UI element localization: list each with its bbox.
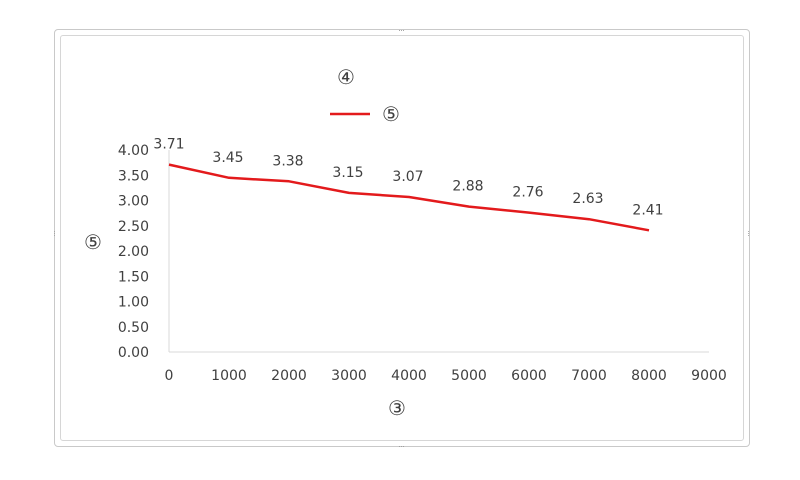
chart-area-border <box>60 35 744 441</box>
y-tick-label: 2.00 <box>118 244 149 260</box>
data-label: 3.07 <box>392 169 423 185</box>
resize-handle-bottom[interactable]: ··· <box>398 441 405 451</box>
resize-handle-top[interactable]: ··· <box>398 25 405 35</box>
x-tick-labels: 0 1000 2000 3000 4000 5000 6000 7000 8000 9000 <box>165 368 727 384</box>
series-group <box>168 163 651 232</box>
y-tick-label: 1.50 <box>118 269 149 285</box>
legend: ⑤ <box>330 102 400 126</box>
y-axis-title: ⑤ <box>84 230 102 254</box>
x-tick-label: 8000 <box>631 368 667 384</box>
data-label: 2.63 <box>572 191 603 207</box>
data-point <box>348 191 351 194</box>
x-tick-label: 6000 <box>511 368 547 384</box>
y-tick-labels: 0.00 0.50 1.00 1.50 2.00 2.50 3.00 3.50 4.00 <box>118 143 149 361</box>
y-tick-label: 3.00 <box>118 194 149 210</box>
y-tick-label: 2.50 <box>118 219 149 235</box>
data-label: 3.38 <box>272 153 303 169</box>
data-point <box>648 229 651 232</box>
x-tick-label: 9000 <box>691 368 727 384</box>
x-tick-label: 7000 <box>571 368 607 384</box>
chart-frame[interactable]: ··· ··· ··· ··· <box>50 25 754 451</box>
x-tick-label: 5000 <box>451 368 487 384</box>
legend-entry: ⑤ <box>382 102 400 126</box>
data-point <box>588 218 591 221</box>
data-label: 3.15 <box>332 165 363 181</box>
data-point <box>228 176 231 179</box>
x-tick-label: 0 <box>165 368 174 384</box>
x-tick-label: 4000 <box>391 368 427 384</box>
y-tick-label: 0.50 <box>118 320 149 336</box>
series-line <box>168 163 650 232</box>
y-tick-label: 3.50 <box>118 168 149 184</box>
data-label: 3.71 <box>153 137 184 153</box>
y-tick-label: 1.00 <box>118 295 149 311</box>
data-label: 2.76 <box>512 185 543 201</box>
data-label: 2.41 <box>632 202 663 218</box>
x-tick-label: 1000 <box>211 368 247 384</box>
data-point <box>288 180 291 183</box>
data-point <box>468 205 471 208</box>
resize-handle-right[interactable]: ··· <box>744 230 754 236</box>
x-tick-label: 3000 <box>331 368 367 384</box>
x-axis-title: ③ <box>388 396 406 420</box>
data-labels: 3.71 3.45 3.38 3.15 3.07 2.88 2.76 2.63 2.41 <box>153 137 663 219</box>
data-label: 3.45 <box>212 150 243 166</box>
axes <box>168 150 709 353</box>
y-tick-label: 4.00 <box>118 143 149 159</box>
data-point <box>168 163 171 166</box>
chart-title: ④ <box>337 65 355 89</box>
resize-handle-left[interactable]: ··· <box>50 230 60 236</box>
data-label: 2.88 <box>452 179 483 195</box>
x-tick-label: 2000 <box>271 368 307 384</box>
y-tick-label: 0.00 <box>118 345 149 361</box>
data-point <box>408 195 411 198</box>
data-point <box>528 211 531 214</box>
